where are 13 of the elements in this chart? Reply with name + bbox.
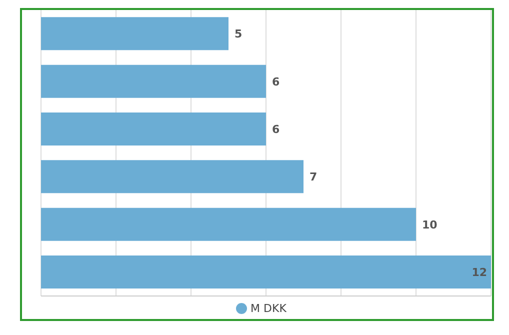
data-label: 7 (310, 170, 318, 184)
bar (41, 112, 266, 146)
data-label: 12 (472, 266, 487, 279)
bar (41, 208, 416, 241)
bar (41, 160, 304, 194)
data-label: 6 (272, 75, 280, 88)
data-label: 10 (422, 218, 438, 232)
legend-label: M DKK (250, 302, 286, 315)
data-label: 6 (272, 122, 280, 136)
bar (41, 17, 228, 50)
bar (41, 64, 266, 98)
bar (41, 255, 491, 288)
data-label: 5 (234, 28, 242, 41)
